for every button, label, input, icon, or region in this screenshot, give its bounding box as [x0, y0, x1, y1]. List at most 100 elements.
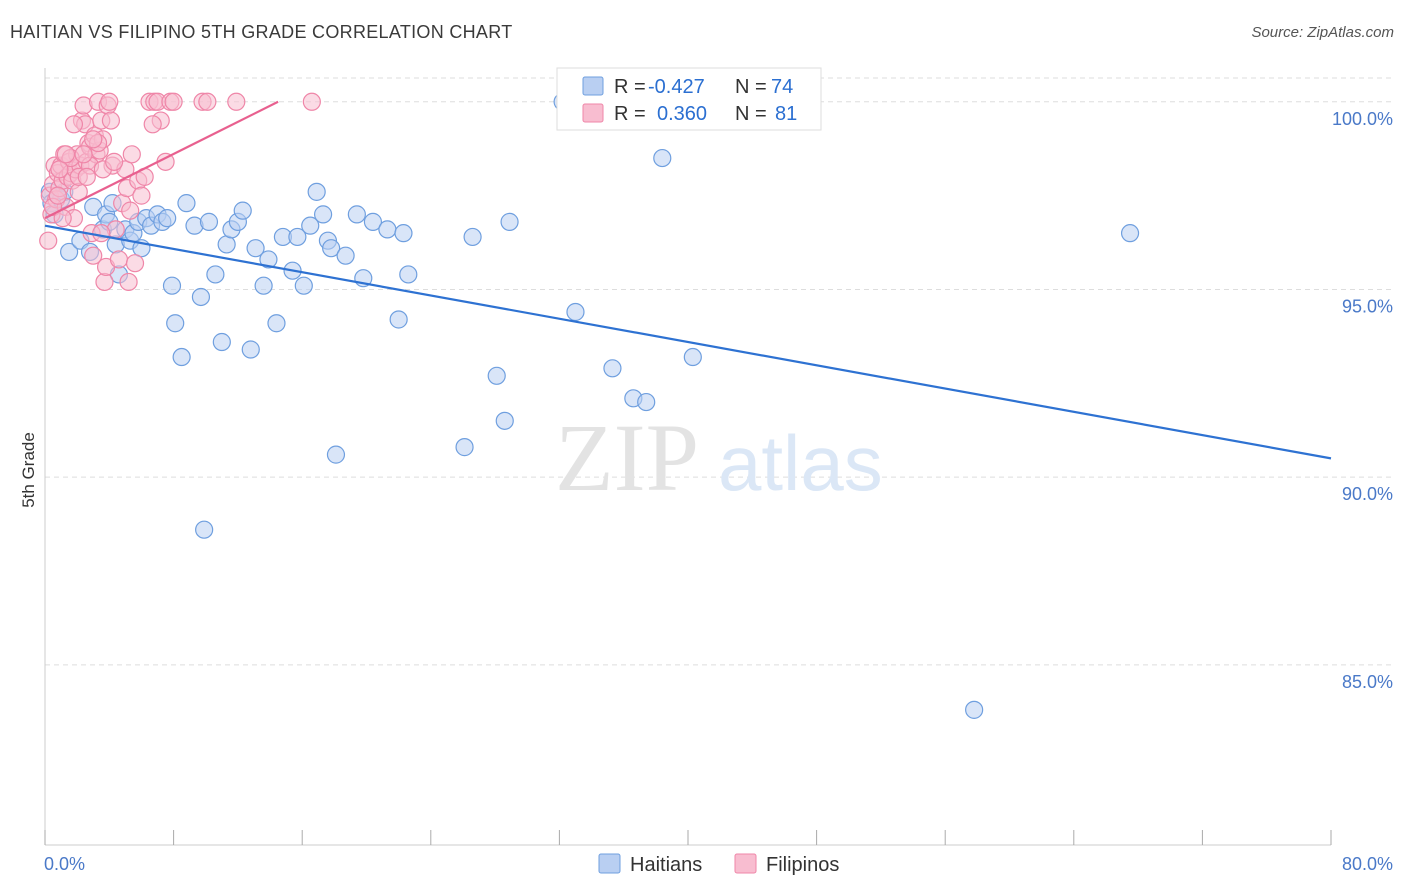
haitian-point-28 — [172, 347, 191, 367]
filipino-point-65 — [56, 145, 75, 164]
filipino-point-63 — [92, 224, 111, 243]
haitian-point-61 — [399, 265, 418, 284]
haitian-point-6 — [60, 242, 79, 262]
bottom-legend: Haitians Filipinos — [598, 853, 839, 876]
haitian-point-31 — [191, 287, 211, 307]
legend-r-value-filipinos: 0.360 — [657, 103, 707, 125]
legend-r-label-filipinos: R = — [614, 103, 646, 125]
haitian-point-41 — [254, 276, 273, 295]
haitian-point-53 — [326, 445, 346, 464]
source-label: Source: ZipAtlas.com — [1251, 24, 1394, 41]
y-tick-label-90: 90.0% — [1342, 484, 1393, 504]
filipino-point-67 — [74, 145, 93, 164]
filipino-point-68 — [84, 130, 103, 149]
haitian-point-55 — [347, 205, 366, 224]
haitian-point-73 — [683, 347, 702, 367]
filipino-point-58 — [164, 92, 183, 111]
haitian-point-29 — [177, 194, 196, 213]
haitian-point-71 — [637, 392, 656, 412]
haitian-point-39 — [241, 340, 260, 359]
filipino-point-70 — [48, 186, 67, 205]
y-tick-label-85: 85.0% — [1342, 672, 1393, 692]
haitian-point-52 — [322, 239, 341, 258]
haitian-point-42 — [259, 250, 278, 269]
haitian-point-69 — [603, 359, 622, 378]
filipino-point-28 — [84, 246, 103, 265]
haitian-point-74 — [965, 700, 984, 719]
y-tick-label-100: 100.0% — [1332, 109, 1393, 129]
haitian-point-46 — [288, 227, 307, 247]
haitian-point-33 — [206, 265, 225, 284]
bottom-legend-label-haitians: Haitians — [630, 854, 702, 876]
haitian-point-47 — [294, 276, 313, 295]
filipino-point-75 — [198, 92, 217, 111]
bottom-legend-swatch-filipinos — [734, 853, 757, 874]
y-tick-label-95: 95.0% — [1342, 296, 1393, 316]
haitian-point-60 — [394, 224, 413, 243]
haitian-point-63 — [463, 227, 482, 247]
watermark: ZIP atlas — [555, 404, 883, 511]
legend-n-label-haitians: N = — [735, 76, 767, 98]
filipino-point-50 — [132, 186, 151, 205]
haitians-trend-line — [44, 224, 1332, 460]
haitian-point-35 — [217, 235, 236, 254]
legend-swatch-haitians — [582, 76, 604, 96]
trend-lines — [44, 100, 1332, 460]
haitian-point-50 — [313, 205, 333, 224]
haitian-point-64 — [487, 366, 506, 385]
filipino-point-47 — [122, 145, 141, 164]
watermark-atlas: atlas — [718, 419, 883, 507]
legend-r-label-haitians: R = — [614, 76, 646, 98]
haitian-point-62 — [455, 438, 474, 457]
haitian-point-76 — [195, 520, 214, 539]
y-axis-title: 5th Grade — [19, 432, 38, 508]
haitian-point-59 — [389, 310, 408, 329]
filipino-point-64 — [50, 160, 69, 179]
filipino-point-0 — [39, 231, 58, 250]
haitian-point-25 — [158, 209, 177, 228]
x-tick-label-1: 80.0% — [1342, 854, 1393, 874]
haitian-point-72 — [653, 148, 672, 168]
haitian-point-48 — [301, 216, 320, 235]
filipino-point-38 — [100, 92, 119, 111]
haitian-point-54 — [336, 246, 355, 265]
filipino-point-48 — [125, 254, 145, 273]
legend-r-value-haitians: -0.427 — [648, 76, 705, 98]
haitian-point-65 — [495, 411, 514, 430]
x-axis: 0.0% 80.0% — [44, 68, 1393, 874]
chart-title: HAITIAN VS FILIPINO 5TH GRADE CORRELATIO… — [10, 22, 513, 42]
haitian-point-68 — [566, 302, 585, 322]
filipino-point-73 — [302, 92, 321, 111]
filipino-point-42 — [109, 250, 129, 269]
y-axis-labels: 100.0% 95.0% 90.0% 85.0% — [1332, 109, 1393, 692]
filipino-point-79 — [121, 201, 140, 220]
watermark-zip: ZIP — [555, 404, 699, 511]
legend-swatch-filipinos — [582, 103, 604, 123]
filipino-point-39 — [101, 111, 121, 130]
haitian-point-26 — [162, 276, 182, 295]
haitian-point-57 — [363, 212, 383, 231]
legend-n-value-filipinos: 81 — [775, 103, 797, 125]
gridlines — [45, 77, 1395, 666]
filipino-point-80 — [143, 115, 162, 134]
filipino-point-77 — [77, 167, 96, 186]
filipino-point-66 — [64, 115, 84, 134]
bottom-legend-swatch-haitians — [598, 853, 621, 874]
haitian-point-43 — [267, 314, 286, 333]
filipino-point-72 — [227, 92, 246, 111]
haitians-points — [40, 92, 1140, 719]
haitian-point-49 — [307, 182, 326, 201]
haitian-point-38 — [233, 201, 252, 220]
bottom-legend-label-filipinos: Filipinos — [766, 854, 839, 876]
haitian-point-32 — [199, 212, 219, 231]
legend-n-value-haitians: 74 — [771, 76, 793, 98]
haitian-point-66 — [500, 212, 519, 231]
haitian-point-34 — [212, 332, 231, 352]
haitian-point-58 — [378, 220, 397, 239]
filipinos-trend-line — [44, 100, 279, 220]
stats-legend: R = -0.427 N = 74 R = 0.360 N = 81 — [556, 67, 822, 131]
haitian-point-75 — [1120, 224, 1140, 243]
haitian-point-40 — [246, 239, 265, 258]
haitian-point-27 — [166, 314, 185, 333]
